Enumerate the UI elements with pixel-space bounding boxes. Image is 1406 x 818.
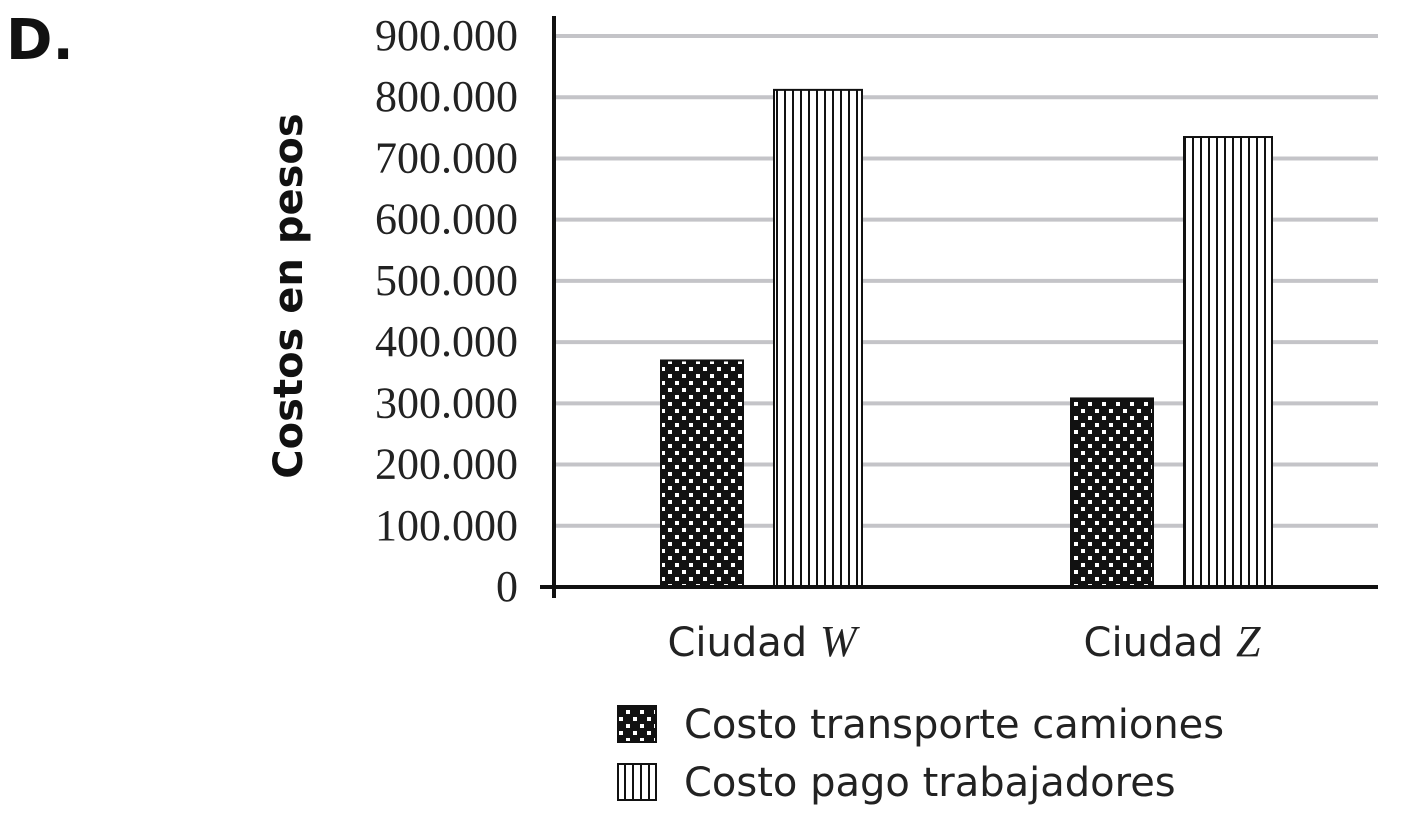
legend-label: Costo transporte camiones [684, 702, 1224, 748]
bar [1183, 136, 1273, 588]
y-tick-label: 0 [496, 562, 518, 611]
legend-swatch [617, 705, 657, 743]
legend-label: Costo pago trabajadores [684, 760, 1176, 806]
bar [1070, 397, 1154, 588]
category-letter: W [820, 617, 860, 666]
y-tick-label: 800.000 [375, 72, 518, 121]
category-prefix: Ciudad [1084, 620, 1236, 666]
bar [773, 88, 863, 589]
option-letter: D. [6, 8, 74, 73]
y-tick-label: 900.000 [375, 11, 518, 60]
category-label: Ciudad W [667, 617, 859, 666]
bars [660, 88, 1273, 589]
y-axis-label: Costos en pesos [266, 113, 312, 478]
legend: Costo transporte camiones Costo pago trab… [617, 702, 1224, 806]
category-label: Ciudad Z [1084, 617, 1261, 666]
category-labels: Ciudad W Ciudad Z [667, 617, 1260, 666]
category-prefix: Ciudad [667, 620, 819, 666]
y-tick-label: 500.000 [375, 256, 518, 305]
legend-swatch [617, 763, 657, 801]
axes [540, 16, 1378, 598]
y-tick-label: 300.000 [375, 378, 518, 427]
bar [660, 359, 744, 588]
y-tick-labels: 0 100.000 200.000 300.000 400.000 500.000 600.… [375, 11, 518, 611]
y-tick-label: 400.000 [375, 317, 518, 366]
y-tick-label: 700.000 [375, 133, 518, 182]
y-tick-label: 100.000 [375, 501, 518, 550]
category-letter: Z [1236, 617, 1261, 666]
y-tick-label: 600.000 [375, 195, 518, 244]
y-tick-label: 200.000 [375, 440, 518, 489]
